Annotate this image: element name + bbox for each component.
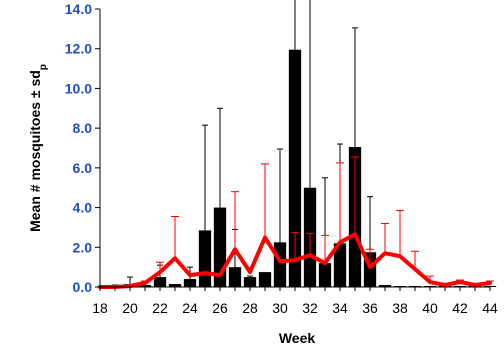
x-tick-label: 44 (482, 300, 498, 316)
x-tick-label: 22 (152, 300, 168, 316)
bar (273, 242, 287, 287)
bar (318, 263, 332, 287)
y-tick-label: 6.0 (73, 160, 93, 176)
line-errors-layer (141, 156, 494, 284)
y-tick-label: 10.0 (65, 80, 92, 96)
bar (168, 284, 182, 287)
x-tick-label: 32 (302, 300, 318, 316)
bar (378, 285, 392, 287)
y-tick-label: 12.0 (65, 41, 92, 57)
bar (243, 277, 257, 287)
bar (198, 230, 212, 287)
x-tick-label: 34 (332, 300, 348, 316)
bar (228, 267, 242, 287)
x-tick-label: 26 (212, 300, 228, 316)
x-tick-label: 20 (122, 300, 138, 316)
bar (333, 243, 347, 287)
y-tick-label: 4.0 (73, 200, 93, 216)
x-tick-label: 28 (242, 300, 258, 316)
x-tick-label: 42 (452, 300, 468, 316)
x-tick-label: 38 (392, 300, 408, 316)
xticks-layer: 18 20 22 24 26 28 30 32 34 36 38 40 42 44 (92, 300, 498, 316)
line-layer (98, 232, 492, 289)
y-tick-label: 8.0 (73, 120, 93, 136)
x-tick-label: 30 (272, 300, 288, 316)
bar (153, 277, 167, 287)
bar (288, 49, 302, 288)
x-tick-label: 18 (92, 300, 108, 316)
y-tick-label: 14.0 (65, 1, 92, 17)
bar (258, 272, 272, 287)
x-tick-label: 24 (182, 300, 198, 316)
bars-layer (108, 49, 497, 288)
bar (138, 285, 152, 287)
y-axis-label-subscript: p (38, 64, 49, 70)
x-axis-label: Week (279, 330, 316, 346)
x-tick-label: 40 (422, 300, 438, 316)
axes-layer (95, 8, 491, 291)
bar-errors-layer (112, 0, 373, 287)
bar (183, 279, 197, 287)
y-axis-label: Mean # mosquitoes ± sdp (27, 64, 49, 232)
y-tick-label: 0.0 (73, 279, 93, 295)
y-tick-label: 2.0 (73, 239, 93, 255)
x-tick-label: 36 (362, 300, 378, 316)
y-axis-label-main: Mean # mosquitoes ± sd (27, 70, 43, 232)
yticks-layer: 0.0 2.0 4.0 6.0 8.0 10.0 12.0 14.0 (65, 1, 92, 295)
